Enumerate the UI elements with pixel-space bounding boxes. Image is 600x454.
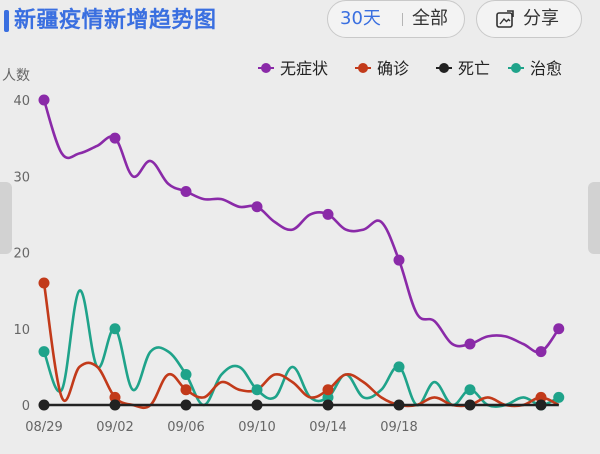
- data-point-series-2: [464, 399, 476, 411]
- data-point-series-3: [393, 361, 405, 373]
- x-tick-label: 09/10: [238, 420, 275, 435]
- trend-line-chart: 人数 0 10 20 30 40 08/29 09/02 09/06 09/10 09/14 09/1…: [2, 59, 565, 435]
- data-point-series-3: [109, 323, 121, 335]
- data-point-series-3: [180, 369, 192, 380]
- legend-marker-2: [439, 63, 449, 73]
- scroll-left-handle[interactable]: [0, 182, 12, 254]
- series-line-0: [42, 99, 560, 354]
- data-point-series-0: [180, 186, 192, 197]
- legend-marker-3: [511, 63, 521, 73]
- x-tick-label: 09/02: [96, 420, 133, 435]
- y-tick-label: 30: [13, 170, 30, 185]
- data-point-series-0: [322, 208, 334, 220]
- data-point-series-3: [322, 391, 334, 403]
- data-point-series-3: [464, 384, 476, 396]
- y-tick-label: 20: [13, 247, 30, 262]
- page-title: 新疆疫情新增趋势图: [14, 8, 217, 33]
- legend-marker-0: [261, 63, 271, 73]
- data-point-series-3: [38, 346, 50, 358]
- data-point-series-3: [553, 391, 565, 403]
- data-point-series-0: [251, 201, 263, 213]
- x-tick-label: 09/06: [167, 420, 204, 435]
- range-divider: [402, 13, 403, 26]
- legend-label-2: 死亡: [458, 59, 490, 78]
- data-point-series-2: [251, 399, 263, 411]
- data-point-series-2: [322, 399, 334, 411]
- data-point-series-1: [535, 391, 547, 403]
- data-point-series-1: [180, 384, 192, 396]
- data-point-series-1: [38, 277, 50, 289]
- y-tick-label: 10: [13, 323, 30, 338]
- x-tick-label: 09/14: [309, 420, 346, 435]
- y-tick-label: 0: [22, 399, 30, 414]
- data-point-series-2: [109, 399, 121, 411]
- chart-header: 新疆疫情新增趋势图 30天 全部 分享: [0, 0, 600, 44]
- data-point-series-0: [38, 94, 50, 106]
- data-point-series-0: [553, 323, 565, 335]
- y-tick-label: 40: [13, 94, 30, 109]
- share-button[interactable]: 分享: [476, 0, 582, 38]
- data-point-series-1: [322, 384, 334, 396]
- y-axis-title: 人数: [2, 68, 30, 84]
- data-point-series-0: [464, 338, 476, 350]
- data-point-series-2: [535, 399, 547, 411]
- data-point-series-1: [109, 391, 121, 403]
- data-point-series-2: [180, 399, 192, 411]
- title-accent-bar: [4, 10, 9, 32]
- x-tick-label: 08/29: [25, 420, 62, 435]
- data-point-series-2: [38, 399, 50, 411]
- x-tick-label: 09/18: [380, 420, 417, 435]
- data-point-series-3: [251, 384, 263, 396]
- data-point-series-2: [393, 399, 405, 411]
- range-30-days-button[interactable]: 30天: [340, 8, 381, 29]
- data-point-series-0: [393, 254, 405, 266]
- share-label: 分享: [523, 8, 559, 29]
- data-point-series-0: [109, 132, 121, 144]
- time-range-selector: 30天 全部: [327, 0, 465, 38]
- legend-label-3: 治愈: [530, 59, 562, 78]
- legend-label-1: 确诊: [377, 59, 409, 78]
- scroll-right-handle[interactable]: [588, 182, 600, 254]
- legend-label-0: 无症状: [280, 59, 328, 78]
- data-point-series-0: [535, 346, 547, 358]
- share-icon: [496, 10, 514, 28]
- range-all-button[interactable]: 全部: [412, 8, 448, 29]
- legend-marker-1: [358, 63, 368, 73]
